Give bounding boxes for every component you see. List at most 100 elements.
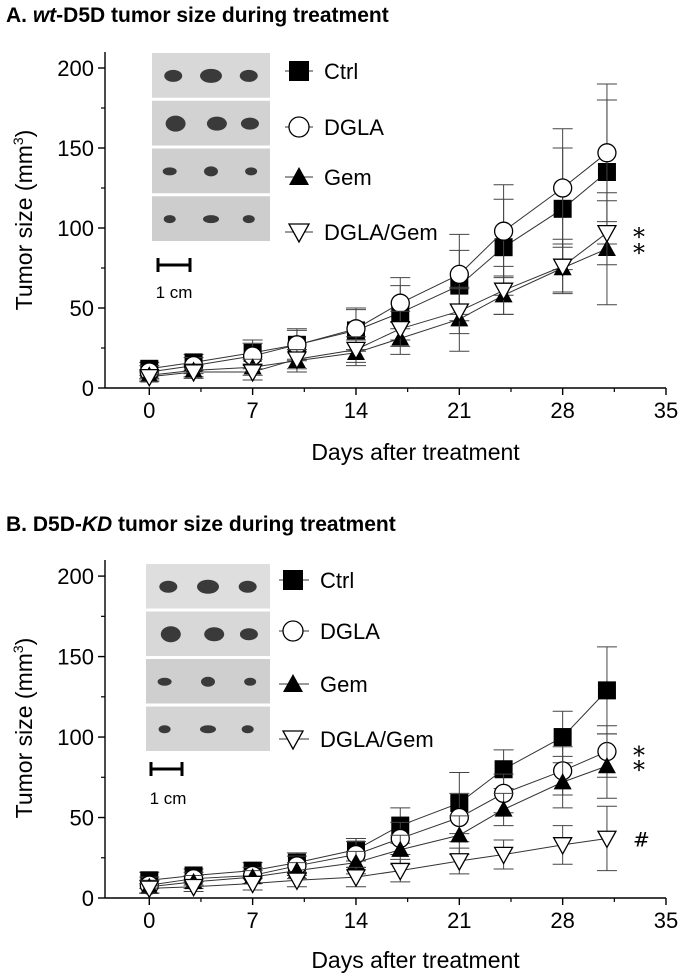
x-tick-label-b-3: 21 — [447, 908, 471, 933]
point-b-2-9 — [597, 757, 616, 774]
tumor-blob-b-1-2 — [239, 628, 258, 641]
legend-label-a-0: Ctrl — [324, 59, 358, 84]
legend-marker-a-3 — [287, 223, 311, 244]
point-b-3-6 — [449, 853, 470, 872]
tumor-blob-b-3-0 — [158, 725, 171, 734]
panel-b-title-italic: KD — [81, 513, 113, 536]
y-axis-title-close-b: ) — [11, 638, 37, 646]
significance-mark-a-0: * — [633, 223, 645, 251]
point-b-3-5 — [390, 862, 411, 881]
series-line-a-1 — [149, 152, 608, 373]
point-a-3-6 — [449, 303, 470, 322]
y-tick-label-b-2: 100 — [57, 725, 94, 750]
tumor-photo-inset-a — [152, 53, 270, 241]
tumor-blob-a-0-1 — [200, 68, 222, 83]
tumor-blob-a-1-0 — [165, 115, 186, 132]
point-b-3-2 — [242, 875, 263, 894]
series-line-b-3 — [149, 837, 608, 889]
series-b-triangle-down — [139, 805, 618, 899]
point-a-1-5 — [390, 293, 410, 313]
significance-mark-a-1: * — [633, 239, 645, 267]
point-b-3-1 — [183, 878, 204, 898]
legend-label-b-3: DGLA/Gem — [320, 727, 434, 752]
tumor-blob-a-0-2 — [239, 69, 258, 82]
legend-marker-a-2 — [289, 167, 309, 185]
y-axis-title-b: Tumor size (mm3) — [10, 638, 37, 819]
legend-label-b-1: DGLA — [320, 619, 380, 644]
x-tick-label-a-2: 14 — [344, 398, 368, 423]
tumor-blob-b-1-0 — [160, 626, 181, 643]
point-a-1-7 — [493, 221, 514, 241]
y-tick-label-a-1: 50 — [70, 296, 94, 321]
chart-b: 0 50 100 150 200 0 7 14 21 28 35 Days after treatme… — [10, 560, 678, 973]
tumor-blob-b-0-0 — [159, 580, 178, 593]
point-a-3-7 — [493, 282, 514, 301]
x-tick-label-b-2: 14 — [344, 908, 368, 933]
scale-bar-label-a: 1 cm — [156, 283, 193, 302]
x-tick-label-a-0: 0 — [143, 398, 155, 423]
significance-mark-b-0: * — [633, 742, 645, 770]
significance-mark-b-2: # — [633, 827, 650, 851]
y-axis-title-main-b: Tumor size (mm — [11, 653, 37, 818]
tumor-blob-a-1-2 — [240, 117, 259, 130]
point-b-0-8 — [553, 728, 572, 747]
legend-label-a-2: Gem — [324, 165, 372, 190]
x-tick-label-a-3: 21 — [447, 398, 471, 423]
tumor-blob-a-3-0 — [163, 215, 176, 224]
point-a-3-0 — [139, 368, 160, 388]
point-a-3-4 — [345, 341, 367, 360]
point-a-1-9 — [597, 143, 617, 163]
point-b-2-8 — [553, 773, 572, 790]
x-axis-title-b: Days after treatment — [311, 947, 520, 973]
series-line-b-1 — [149, 751, 608, 886]
y-axis-title-sup-b: 3 — [10, 645, 26, 653]
x-axis-title-a: Days after treatment — [311, 439, 520, 465]
x-tick-label-a-1: 7 — [247, 398, 259, 423]
x-tick-label-b-4: 28 — [550, 908, 574, 933]
point-b-3-7 — [493, 846, 514, 865]
panel-b-label: B. — [6, 513, 27, 536]
point-a-3-5 — [390, 320, 411, 340]
x-tick-label-a-4: 28 — [550, 398, 574, 423]
panel-b-title: B. D5D-KD tumor size during treatment — [6, 513, 396, 537]
y-tick-label-b-0: 0 — [82, 886, 94, 911]
tumor-blob-b-3-2 — [241, 725, 254, 734]
point-b-2-5 — [391, 840, 410, 857]
series-a-triangle-down — [139, 200, 618, 388]
tumor-blob-a-2-0 — [162, 167, 177, 176]
tumor-blob-a-3-2 — [242, 215, 255, 224]
y-tick-label-a-2: 100 — [57, 216, 94, 241]
tumor-blob-a-0-0 — [164, 69, 183, 82]
significance-mark-b-1: * — [633, 756, 645, 784]
legend-marker-b-3 — [281, 730, 305, 751]
panel-a-title: A. wt-D5D tumor size during treatment — [6, 4, 389, 28]
series-b-triangle-up — [139, 733, 617, 894]
point-b-3-8 — [552, 837, 573, 856]
panel-b-title-prefix: D5D- — [32, 513, 82, 536]
y-axis-title-a: Tumor size (mm3) — [10, 130, 37, 311]
point-a-1-6 — [449, 264, 469, 285]
series-line-a-3 — [149, 232, 608, 378]
y-tick-label-b-4: 200 — [57, 564, 94, 589]
y-tick-label-a-4: 200 — [57, 56, 94, 81]
point-b-3-0 — [139, 880, 160, 899]
point-a-3-2 — [242, 364, 263, 383]
legend-label-b-0: Ctrl — [320, 568, 354, 593]
x-tick-label-b-5: 35 — [654, 908, 678, 933]
panel-a-label: A. — [6, 4, 27, 27]
point-b-2-7 — [494, 800, 513, 817]
chart-a: 0 50 100 150 200 0 7 14 21 28 35 Days after treatme… — [10, 52, 678, 465]
x-tick-label-b-0: 0 — [143, 908, 155, 933]
x-tick-label-a-5: 35 — [654, 398, 678, 423]
point-b-3-3 — [286, 872, 308, 891]
tumor-blob-b-0-2 — [238, 580, 257, 593]
point-a-3-3 — [286, 351, 308, 370]
panel-a-title-text: -D5D tumor size during treatment — [56, 4, 389, 27]
series-line-a-2 — [149, 248, 608, 376]
tumor-photo-inset-b — [146, 564, 270, 751]
series-line-a-0 — [149, 171, 608, 370]
tumor-blob-b-2-1 — [201, 676, 215, 687]
x-tick-label-b-1: 7 — [247, 908, 259, 933]
y-axis-title-close-a: ) — [11, 130, 37, 138]
panel-a-title-italic: wt — [32, 4, 57, 27]
